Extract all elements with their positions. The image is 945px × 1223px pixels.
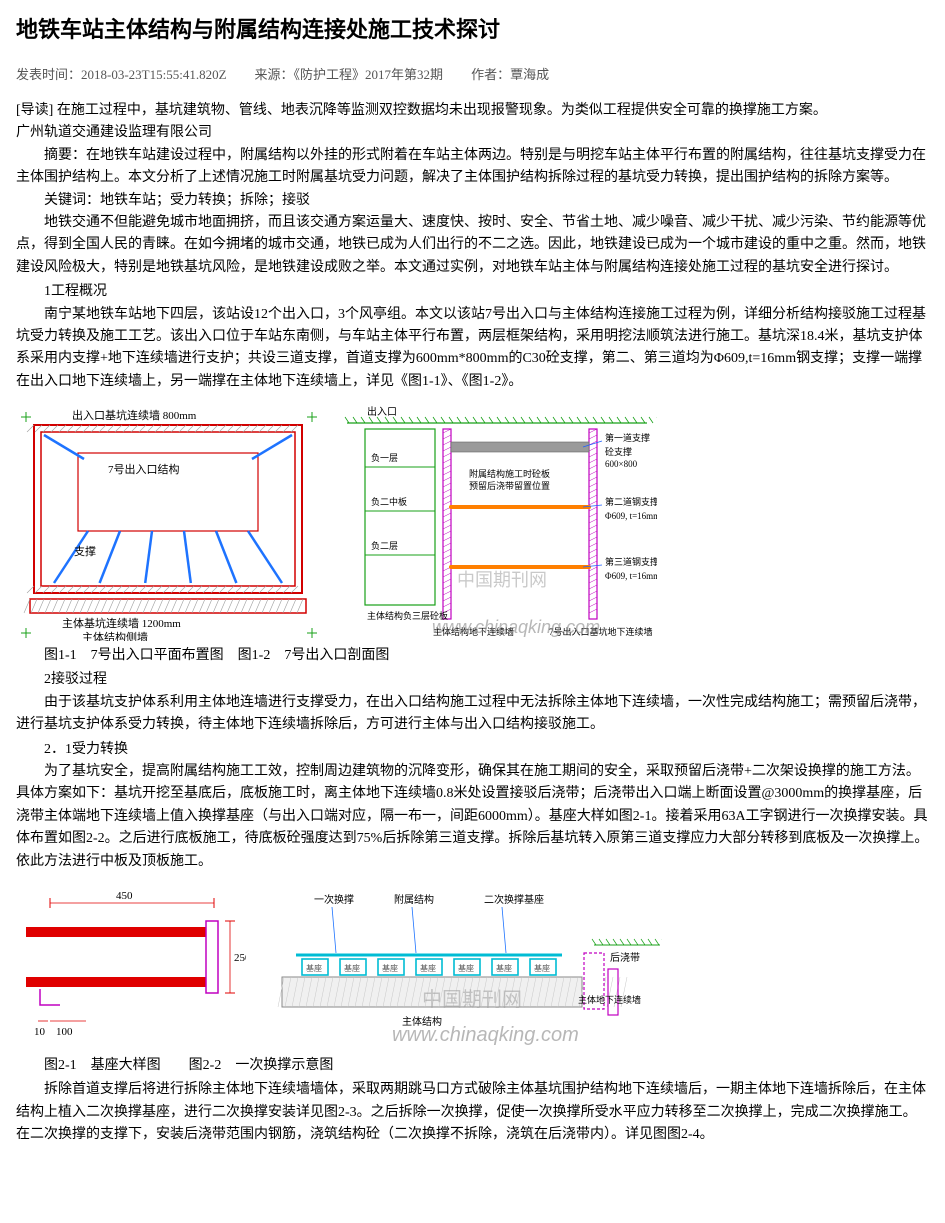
svg-text:10: 10 (34, 1026, 46, 1038)
svg-text:基座: 基座 (458, 963, 474, 973)
meta-source-value: 《防护工程》2017年第32期 (294, 67, 444, 82)
svg-text:基座: 基座 (382, 963, 398, 973)
intro-text: 地铁交通不但能避免城市地面拥挤，而且该交通方案运量大、速度快、按时、安全、节省土… (16, 212, 929, 279)
svg-text:中国期刊网: 中国期刊网 (457, 570, 547, 590)
svg-text:一次换撑: 一次换撑 (314, 893, 354, 906)
figure-row-1: 7号出入口结构支撑 出入口基坑连续墙 800mm 主体基坑连续墙 1200mm主体结… (16, 401, 929, 641)
page-title: 地铁车站主体结构与附属结构连接处施工技术探讨 (16, 12, 929, 47)
svg-text:支撑: 支撑 (74, 544, 96, 558)
meta-pub-label: 发表时间： (16, 67, 81, 82)
svg-text:450: 450 (116, 890, 133, 902)
svg-text:www.chinaqking.com: www.chinaqking.com (432, 617, 600, 637)
figure-1-1: 7号出入口结构支撑 出入口基坑连续墙 800mm 主体基坑连续墙 1200mm主体结… (16, 401, 321, 641)
svg-text:100: 100 (56, 1026, 73, 1038)
svg-text:基座: 基座 (496, 963, 512, 973)
svg-text:600×800: 600×800 (605, 459, 638, 469)
svg-text:出入口基坑连续墙 800mm: 出入口基坑连续墙 800mm (72, 408, 197, 422)
meta-pub-value: 2018-03-23T15:55:41.820Z (81, 67, 227, 82)
svg-text:第三道钢支撑: 第三道钢支撑 (605, 556, 657, 567)
svg-text:负二层: 负二层 (371, 540, 398, 551)
svg-text:基座: 基座 (306, 963, 322, 973)
section-1-body: 南宁某地铁车站地下四层，该站设12个出入口，3个风亭组。本文以该站7号出入口与主… (16, 304, 929, 394)
section-2-1-head: 2．1受力转换 (16, 739, 929, 761)
figure-row-2: 45025010010 主体结构基座基座基座基座基座基座基座一次换撑附属结构二次… (16, 881, 929, 1051)
svg-text:主体结构侧墙: 主体结构侧墙 (82, 630, 148, 641)
section-1-head: 1工程概况 (16, 281, 929, 303)
meta-row: 发表时间：2018-03-23T15:55:41.820Z 来源：《防护工程》2… (16, 65, 929, 86)
svg-text:附属结构施工时砼板: 附属结构施工时砼板 (469, 468, 550, 479)
meta-source: 来源：《防护工程》2017年第32期 (255, 65, 444, 86)
svg-text:二次换撑基座: 二次换撑基座 (484, 893, 544, 906)
svg-text:砼支撑: 砼支撑 (605, 446, 632, 457)
meta-source-label: 来源： (255, 67, 294, 82)
svg-text:后浇带: 后浇带 (610, 951, 640, 964)
svg-text:7号出入口结构: 7号出入口结构 (108, 462, 180, 476)
figure-2-caption: 图2-1 基座大样图 图2-2 一次换撑示意图 (16, 1055, 929, 1077)
svg-text:主体基坑连续墙 1200mm: 主体基坑连续墙 1200mm (62, 616, 181, 630)
meta-author-value: 覃海成 (510, 67, 549, 82)
svg-text:主体地下连续墙: 主体地下连续墙 (578, 994, 641, 1005)
svg-text:第二道钢支撑: 第二道钢支撑 (605, 496, 657, 507)
figure-1-caption: 图1-1 7号出入口平面布置图 图1-2 7号出入口剖面图 (16, 645, 929, 667)
svg-text:第一道支撑: 第一道支撑 (605, 432, 650, 443)
svg-text:负一层: 负一层 (371, 452, 398, 463)
svg-text:www.chinaqking.com: www.chinaqking.com (392, 1024, 579, 1046)
svg-text:负二中板: 负二中板 (371, 496, 407, 507)
svg-text:中国期刊网: 中国期刊网 (422, 988, 522, 1011)
section-2-body: 由于该基坑支护体系利用主体地连墙进行支撑受力，在出入口结构施工过程中无法拆除主体… (16, 692, 929, 737)
section-2-2-body: 拆除首道支撑后将进行拆除主体地下连续墙墙体，采取两期跳马口方式破除主体基坑围护结… (16, 1079, 929, 1146)
keywords-text: 关键词：地铁车站；受力转换；拆除；接驳 (16, 190, 929, 212)
svg-text:附属结构: 附属结构 (394, 893, 434, 906)
svg-text:预留后浇带留置位置: 预留后浇带留置位置 (469, 480, 550, 491)
svg-text:基座: 基座 (420, 963, 436, 973)
svg-text:Φ609, t=16mm: Φ609, t=16mm (605, 571, 657, 581)
meta-author: 作者：覃海成 (471, 65, 549, 86)
svg-text:250: 250 (234, 952, 246, 964)
svg-text:基座: 基座 (534, 963, 550, 973)
lead-text: [导读] 在施工过程中，基坑建筑物、管线、地表沉降等监测双控数据均未出现报警现象… (16, 100, 929, 122)
svg-text:基座: 基座 (344, 963, 360, 973)
svg-text:出入口: 出入口 (367, 405, 397, 418)
abstract-text: 摘要：在地铁车站建设过程中，附属结构以外挂的形式附着在车站主体两边。特别是与明挖… (16, 145, 929, 190)
meta-pubtime: 发表时间：2018-03-23T15:55:41.820Z (16, 65, 227, 86)
org-text: 广州轨道交通建设监理有限公司 (16, 122, 929, 144)
meta-author-label: 作者： (471, 67, 510, 82)
section-2-head: 2接驳过程 (16, 669, 929, 691)
svg-text:Φ609, t=16mm: Φ609, t=16mm (605, 511, 657, 521)
figure-1-2: 出入口负一层负二中板负二层 第一道支撑砼支撑 600×800 第二道钢支撑 Φ609, … (337, 401, 657, 641)
section-2-1-body: 为了基坑安全，提高附属结构施工工效，控制周边建筑物的沉降变形，确保其在施工期间的… (16, 761, 929, 873)
figure-2-2: 主体结构基座基座基座基座基座基座基座一次换撑附属结构二次换撑基座后浇带主体地下连… (262, 881, 662, 1051)
figure-2-1: 450 250 100 10 (16, 881, 246, 1051)
